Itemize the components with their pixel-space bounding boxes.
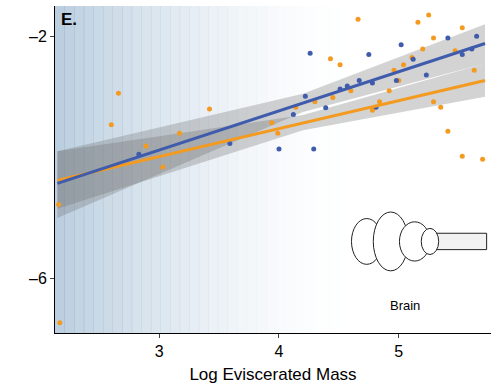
svg-text:Log Eviscerated Mass: Log Eviscerated Mass [189, 365, 356, 384]
svg-text:E.: E. [61, 10, 77, 29]
svg-text:3: 3 [155, 343, 164, 360]
svg-text:5: 5 [394, 343, 403, 360]
svg-text:–6: –6 [29, 270, 47, 287]
svg-text:4: 4 [275, 343, 284, 360]
svg-text:Brain: Brain [390, 298, 420, 313]
svg-text:–2: –2 [29, 28, 47, 45]
